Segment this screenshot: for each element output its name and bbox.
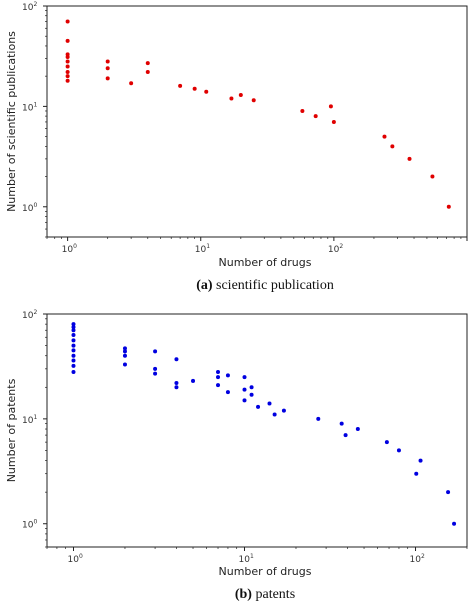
data-point xyxy=(256,404,261,409)
data-point xyxy=(343,433,348,438)
data-point xyxy=(65,78,70,83)
data-point xyxy=(122,353,127,358)
x-tick-label: 102 xyxy=(328,243,343,255)
data-point xyxy=(238,92,243,97)
data-point xyxy=(267,401,272,406)
data-point xyxy=(242,387,247,392)
data-point xyxy=(71,353,76,358)
data-point xyxy=(71,325,76,330)
y-tick-label: 101 xyxy=(22,101,37,113)
y-tick-label: 100 xyxy=(22,519,37,531)
data-point xyxy=(122,362,127,367)
data-point xyxy=(65,59,70,64)
data-point xyxy=(249,385,254,390)
data-point xyxy=(216,369,221,374)
data-point xyxy=(446,204,451,209)
y-tick-label: 100 xyxy=(22,202,37,214)
data-point xyxy=(390,144,395,149)
data-point xyxy=(71,333,76,338)
x-tick-label: 102 xyxy=(410,553,425,565)
data-point xyxy=(145,70,150,75)
data-point xyxy=(452,521,457,526)
data-point xyxy=(174,385,179,390)
data-point xyxy=(65,70,70,75)
x-tick-label: 100 xyxy=(67,553,82,565)
figure-caption: (a) scientific publication xyxy=(196,278,334,293)
data-point xyxy=(65,38,70,43)
chart-panel-b: 100 101 102 100 101 102 Number of drugs Number … xyxy=(5,309,468,602)
data-point xyxy=(71,363,76,368)
data-point xyxy=(339,421,344,426)
data-point xyxy=(122,349,127,354)
data-point xyxy=(414,471,419,476)
data-point xyxy=(192,86,197,91)
data-point xyxy=(71,348,76,353)
x-tick-label: 101 xyxy=(195,243,210,255)
data-point xyxy=(446,490,451,495)
data-point xyxy=(216,383,221,388)
data-point xyxy=(178,83,183,88)
data-point xyxy=(300,108,305,113)
data-point xyxy=(105,59,110,64)
plot-frame xyxy=(46,5,468,238)
data-point xyxy=(153,366,158,371)
data-point xyxy=(129,81,134,86)
y-tick-label: 102 xyxy=(22,309,37,321)
data-point xyxy=(229,96,234,101)
data-point xyxy=(225,373,230,378)
y-tick-label: 101 xyxy=(22,414,37,426)
data-point xyxy=(153,371,158,376)
data-point xyxy=(65,64,70,69)
data-point xyxy=(355,427,360,432)
data-point xyxy=(216,375,221,380)
data-point xyxy=(71,369,76,374)
data-point xyxy=(382,134,387,139)
data-point xyxy=(249,392,254,397)
chart-panel-a: 100 101 102 100 101 102 Number of drugs Number … xyxy=(5,1,468,293)
data-point xyxy=(396,448,401,453)
data-point xyxy=(122,346,127,351)
data-point xyxy=(331,119,336,124)
data-point xyxy=(407,156,412,161)
data-point xyxy=(251,98,256,103)
data-point xyxy=(71,328,76,333)
data-point xyxy=(65,74,70,79)
data-point xyxy=(430,174,435,179)
x-axis-title: Number of drugs xyxy=(219,565,312,578)
data-point xyxy=(242,398,247,403)
data-point xyxy=(174,380,179,385)
data-point xyxy=(71,322,76,327)
data-point xyxy=(204,89,209,94)
data-point xyxy=(316,416,321,421)
x-tick-label: 100 xyxy=(62,243,77,255)
data-point xyxy=(71,338,76,343)
data-point xyxy=(384,440,389,445)
data-point xyxy=(272,412,277,417)
data-point xyxy=(174,357,179,362)
figure-caption: (b) patents xyxy=(235,587,295,602)
data-point xyxy=(65,19,70,24)
data-point xyxy=(313,114,318,119)
data-point xyxy=(71,343,76,348)
x-tick-label: 101 xyxy=(239,553,254,565)
data-point xyxy=(153,349,158,354)
data-point xyxy=(145,61,150,66)
plot-frame xyxy=(46,313,468,548)
data-point xyxy=(328,104,333,109)
y-axis-title: Number of scientific publications xyxy=(5,31,18,212)
data-point xyxy=(65,55,70,60)
data-point xyxy=(71,358,76,363)
data-point xyxy=(105,66,110,71)
x-axis-title: Number of drugs xyxy=(219,256,312,269)
y-tick-label: 102 xyxy=(22,1,37,13)
data-point xyxy=(191,378,196,383)
y-axis-title: Number of patents xyxy=(5,378,18,482)
data-point xyxy=(105,76,110,81)
data-point xyxy=(418,458,423,463)
data-point xyxy=(242,375,247,380)
data-point xyxy=(225,390,230,395)
data-point xyxy=(281,408,286,413)
